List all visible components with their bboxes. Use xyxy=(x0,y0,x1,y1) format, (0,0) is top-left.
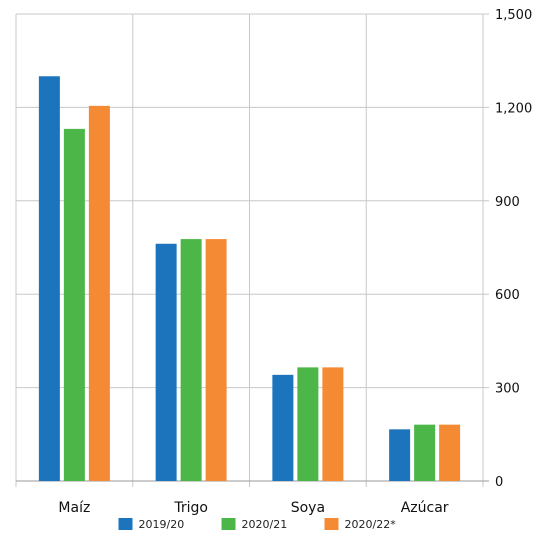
y-tick-label: 1,500 xyxy=(495,8,532,23)
bar-202022-3 xyxy=(439,424,461,481)
bars-layer xyxy=(38,76,461,482)
legend-label: 2019/20 xyxy=(139,518,185,531)
x-tick-label: Maíz xyxy=(58,500,90,516)
bar-201920-1 xyxy=(155,243,177,481)
legend-label: 2020/22* xyxy=(345,518,397,531)
bar-202021-1 xyxy=(180,239,202,481)
legend-swatch xyxy=(118,518,133,530)
bar-201920-3 xyxy=(389,429,411,481)
bar-202022-2 xyxy=(322,367,344,481)
bar-202022-0 xyxy=(88,105,110,482)
y-tick-label: 900 xyxy=(495,195,520,210)
grid-layer xyxy=(15,13,489,487)
axis-layer: 0 300 600 900 1,200 1,500 Maíz Trigo Soya Azúcar xyxy=(58,8,532,516)
legend: 2019/20 2020/21 2020/22* xyxy=(118,518,397,531)
bar-202021-3 xyxy=(414,424,436,481)
bar-201920-2 xyxy=(272,374,294,481)
y-tick-label: 600 xyxy=(495,288,520,303)
legend-swatch xyxy=(324,518,339,530)
y-tick-label: 0 xyxy=(495,475,503,490)
bar-202022-1 xyxy=(205,239,227,481)
bar-201920-0 xyxy=(38,76,60,482)
bar-202021-2 xyxy=(297,367,319,481)
x-tick-label: Azúcar xyxy=(401,500,449,516)
legend-swatch xyxy=(221,518,236,530)
legend-label: 2020/21 xyxy=(242,518,288,531)
bar-202021-0 xyxy=(63,128,85,481)
y-tick-label: 1,200 xyxy=(495,101,532,116)
x-tick-label: Trigo xyxy=(173,500,208,516)
x-tick-label: Soya xyxy=(291,500,325,516)
y-tick-label: 300 xyxy=(495,382,520,397)
